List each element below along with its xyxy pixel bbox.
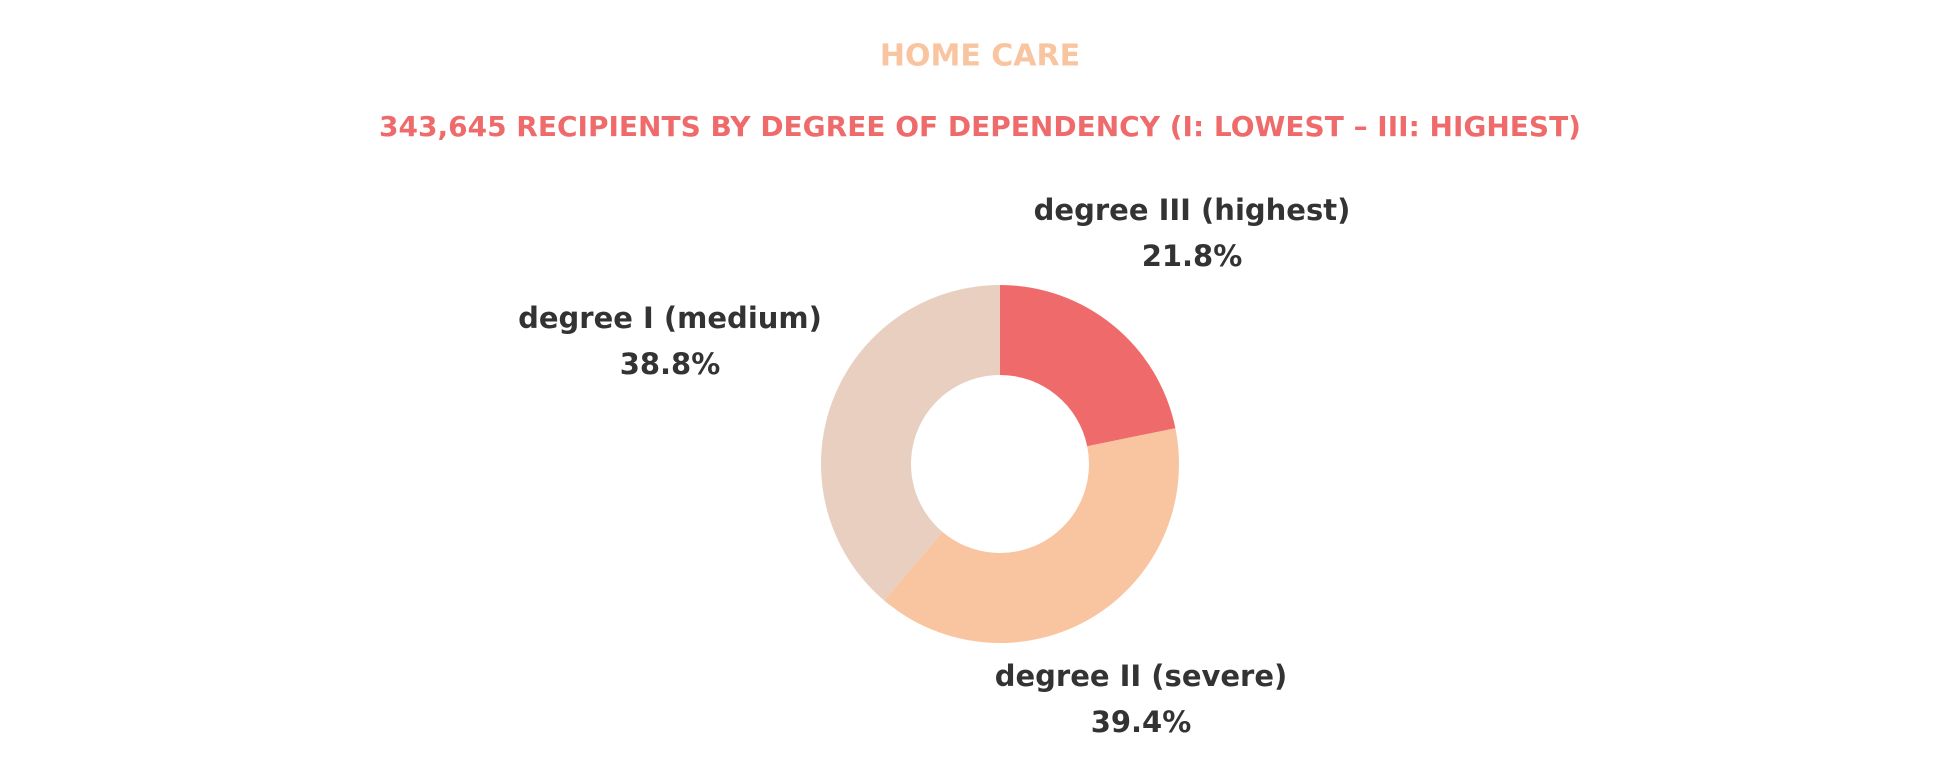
donut-slice [821,285,1000,601]
slice-label: degree III (highest) [1034,193,1351,227]
donut-slice [884,428,1179,643]
slice-label: degree II (severe) [995,659,1288,693]
slice-value-label: 38.8% [620,347,721,381]
chart-title: HOME CARE [880,39,1080,74]
donut-slice [1000,285,1176,447]
slice-label: degree I (medium) [518,301,822,335]
chart-subtitle: 343,645 RECIPIENTS BY DEGREE OF DEPENDEN… [379,110,1581,143]
slice-value-label: 39.4% [1091,705,1192,739]
slice-value-label: 21.8% [1142,239,1243,273]
